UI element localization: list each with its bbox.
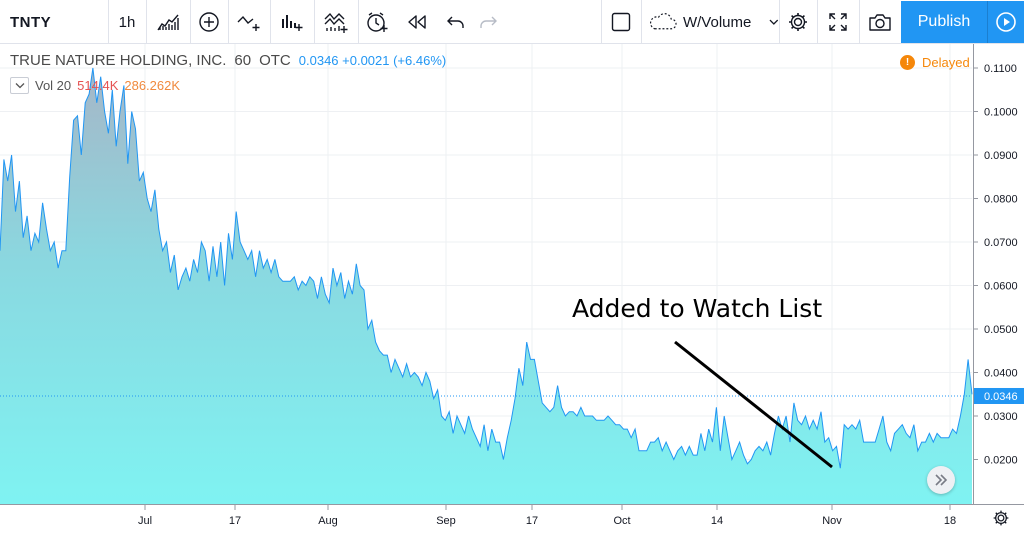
y-tick-label: 0.1000 <box>984 107 1018 119</box>
symbol-search[interactable]: TNTY <box>10 13 52 31</box>
delayed-label: Delayed <box>922 55 970 70</box>
symbol-name[interactable]: TRUE NATURE HOLDING, INC. <box>10 52 227 69</box>
y-tick-label: 0.0500 <box>984 324 1018 336</box>
x-tick-label: Oct <box>613 515 630 527</box>
info-icon: ! <box>900 55 915 70</box>
last-price-tag <box>974 387 1024 404</box>
y-tick-label: 0.0300 <box>984 411 1018 423</box>
y-tick-label: 0.0600 <box>984 281 1018 293</box>
camera-icon[interactable] <box>859 0 901 44</box>
delayed-badge[interactable]: ! Delayed <box>900 55 970 70</box>
play-icon[interactable] <box>987 1 1024 43</box>
divider <box>146 0 147 44</box>
interval-select[interactable]: 1h <box>118 13 136 31</box>
redo-icon[interactable] <box>474 0 502 44</box>
volume-value: 514.4K <box>77 78 119 93</box>
x-tick-label: 14 <box>711 515 723 527</box>
chevron-down-icon <box>769 19 779 25</box>
fullscreen-icon[interactable] <box>817 0 859 44</box>
y-tick-label: 0.0900 <box>984 150 1018 162</box>
legend-exchange: OTC <box>259 52 291 69</box>
divider <box>190 0 191 44</box>
x-tick-label: 17 <box>229 515 241 527</box>
annotation-text: Added to Watch List <box>572 294 822 323</box>
compare-add-icon[interactable] <box>190 0 228 44</box>
last-price-label: 0.0346 <box>984 391 1018 403</box>
collapse-legend-button[interactable] <box>10 77 29 94</box>
template-label: W/Volume <box>682 13 752 31</box>
price-scale: 0.1100 0.1000 0.0900 0.0800 0.0700 0.0600 0.05… <box>973 63 1018 467</box>
divider <box>358 0 359 44</box>
template-select[interactable]: W/Volume <box>641 0 779 44</box>
scroll-to-realtime-button[interactable] <box>927 466 955 494</box>
divider <box>270 0 271 44</box>
cloud-icon <box>650 13 677 30</box>
divider <box>779 0 780 44</box>
divider <box>228 0 229 44</box>
top-toolbar: TNTY 1h W/Volume <box>0 0 1024 44</box>
y-tick-label: 0.1100 <box>984 63 1017 75</box>
x-tick-label: Jul <box>138 515 152 527</box>
divider <box>314 0 315 44</box>
publish-button[interactable]: Publish <box>901 1 987 43</box>
x-tick-label: Aug <box>318 515 338 527</box>
double-chevron-right-icon <box>935 474 948 486</box>
y-tick-label: 0.0400 <box>984 368 1018 380</box>
volume-ma-value: 286.262K <box>124 78 181 93</box>
templates-icon[interactable] <box>314 0 358 44</box>
y-tick-label: 0.0700 <box>984 237 1018 249</box>
annotation-arrow-line <box>674 340 833 469</box>
volume-label: Vol 20 <box>35 78 72 93</box>
y-tick-label: 0.0200 <box>984 455 1018 467</box>
time-scale: Jul 17 Aug Sep 17 Oct 14 Nov 18 <box>138 505 956 527</box>
divider <box>108 0 109 44</box>
layout-square-icon[interactable] <box>601 0 641 44</box>
price-area <box>0 68 972 504</box>
divider <box>641 0 642 44</box>
x-tick-label: 17 <box>526 515 538 527</box>
divider <box>859 0 860 44</box>
alert-clock-icon[interactable] <box>358 0 396 44</box>
volume-legend: Vol 20 514.4K 286.262K <box>10 77 180 94</box>
settings-gear-icon[interactable] <box>779 0 817 44</box>
chart-legend: TRUE NATURE HOLDING, INC. 60 OTC 0.0346 … <box>10 52 446 69</box>
divider <box>817 0 818 44</box>
chart-style-icon[interactable] <box>146 0 190 44</box>
undo-icon[interactable] <box>438 0 474 44</box>
x-tick-label: Nov <box>822 515 842 527</box>
y-tick-label: 0.0800 <box>984 194 1018 206</box>
indicators-icon[interactable] <box>228 0 270 44</box>
financials-icon[interactable] <box>270 0 314 44</box>
legend-interval: 60 <box>234 52 252 69</box>
divider <box>601 0 602 44</box>
replay-icon[interactable] <box>396 0 438 44</box>
x-tick-label: Sep <box>436 515 456 527</box>
chevron-down-icon <box>15 83 24 89</box>
price-chart[interactable]: 0.1100 0.1000 0.0900 0.0800 0.0700 0.0600 0.05… <box>0 44 1024 533</box>
x-tick-label: 18 <box>944 515 956 527</box>
scale-settings-icon[interactable] <box>988 506 1014 530</box>
legend-quote: 0.0346 +0.0021 (+6.46%) <box>298 53 447 68</box>
price-line <box>0 67 973 469</box>
